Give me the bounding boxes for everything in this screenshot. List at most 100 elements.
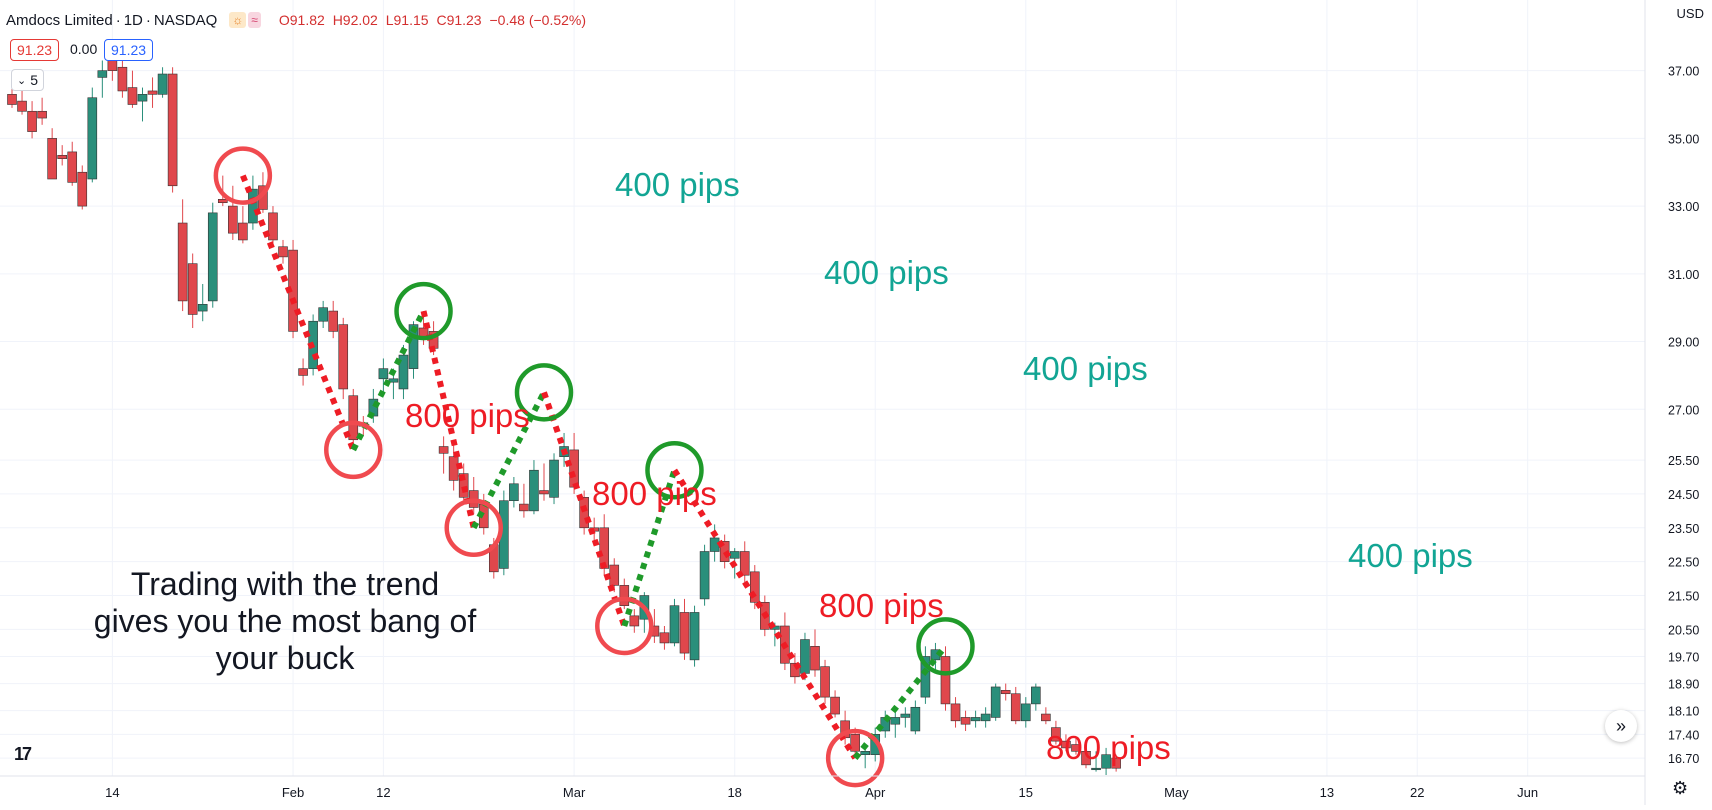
legend-separator-2: · <box>145 11 151 29</box>
y-tick-label: 33.00 <box>1668 200 1699 214</box>
downtrend-line <box>671 468 858 760</box>
pips-label-up-2: 400 pips <box>824 254 949 291</box>
candle-body <box>147 90 158 95</box>
x-tick-label: 14 <box>105 785 119 800</box>
candle-body <box>790 662 800 678</box>
candle-body <box>197 303 208 312</box>
candle-body <box>217 199 228 204</box>
pips-label-up-4: 400 pips <box>1348 537 1473 574</box>
pips-label-up-3: 400 pips <box>1023 350 1148 387</box>
exchange-label: NASDAQ <box>153 11 218 29</box>
pips-label-down-1: 800 pips <box>405 397 530 434</box>
y-tick-label: 21.50 <box>1668 590 1699 604</box>
swing-high-circle <box>916 617 975 676</box>
candle-body <box>629 615 640 627</box>
candle-body <box>167 73 178 187</box>
chart-legend: Amdocs Limited · 1D · NASDAQ ☼ ≈ O91.82 … <box>6 8 590 32</box>
chevron-down-icon: ⌄ <box>16 74 27 87</box>
pips-label-down-3: 800 pips <box>819 587 944 624</box>
candle-body <box>458 473 469 498</box>
tradingview-logo[interactable]: 17 <box>14 744 32 764</box>
gear-icon[interactable]: ⚙ <box>1672 778 1689 798</box>
candle-body <box>47 138 57 180</box>
indicator-count: 5 <box>30 72 38 88</box>
indicators-toggle[interactable]: ⌄ 5 <box>11 69 44 91</box>
candle-body <box>940 656 951 705</box>
candle-body <box>569 449 579 488</box>
y-tick-label: 25.50 <box>1668 454 1699 468</box>
candle-body <box>328 310 339 332</box>
candle-body <box>7 94 17 105</box>
candle-body <box>1051 727 1061 742</box>
candle-body <box>539 490 549 495</box>
downtrend-line <box>240 174 357 452</box>
pips-label-up-1: 400 pips <box>615 166 740 203</box>
candle-body <box>207 212 218 302</box>
currency-label[interactable]: USD <box>1676 6 1704 21</box>
candle-body <box>67 151 78 183</box>
candle-body <box>860 750 870 755</box>
candle-body <box>970 717 981 722</box>
candle-body <box>268 212 278 241</box>
y-tick-label: 27.00 <box>1668 403 1699 417</box>
candle-body <box>27 110 37 132</box>
candle-body <box>388 378 399 383</box>
low-value: L91.15 <box>385 12 429 28</box>
pips-label-down-4: 800 pips <box>1046 729 1171 766</box>
data-delay-icon[interactable]: ≈ <box>248 12 261 28</box>
x-tick-label: 12 <box>376 785 390 800</box>
swing-low-circle <box>213 146 273 205</box>
candle-body <box>659 632 670 644</box>
downtrend-line <box>541 391 628 627</box>
candle-body <box>599 527 610 569</box>
candle-body <box>107 60 118 71</box>
legend-separator: · <box>115 11 121 29</box>
candle-body <box>1061 740 1071 749</box>
caption-line-2: gives you the most bang of <box>93 603 477 639</box>
candle-body <box>117 66 128 92</box>
y-tick-label: 24.50 <box>1668 488 1699 502</box>
high-value: H92.02 <box>332 12 378 28</box>
buy-price-button[interactable]: 91.23 <box>104 39 154 61</box>
candle-body <box>679 612 690 654</box>
candle-body <box>910 706 921 732</box>
candle-body <box>579 497 589 529</box>
y-tick-label: 37.00 <box>1668 65 1699 79</box>
candle-body <box>1000 690 1011 695</box>
scroll-to-realtime-button[interactable]: » <box>1605 710 1637 742</box>
interval-label[interactable]: 1D <box>123 11 143 29</box>
candle-body <box>438 446 449 454</box>
candle-body <box>529 469 539 512</box>
change-value: −0.48 (−0.52%) <box>489 12 587 28</box>
candle-body <box>228 205 238 234</box>
candle-body <box>87 97 98 180</box>
candle-body <box>619 585 630 606</box>
candle-body <box>960 717 971 725</box>
candle-body <box>37 110 47 119</box>
status-badges: ☼ ≈ <box>229 12 261 28</box>
candle-body <box>669 605 680 644</box>
candle-body <box>1010 693 1021 722</box>
close-value: C91.23 <box>436 12 482 28</box>
sell-price-button[interactable]: 91.23 <box>10 39 60 61</box>
market-open-icon[interactable]: ☼ <box>229 12 247 28</box>
x-tick-label: May <box>1164 785 1189 800</box>
symbol-name[interactable]: Amdocs Limited <box>6 11 113 29</box>
candle-body <box>57 154 67 159</box>
candle-body <box>729 551 740 559</box>
caption-line-1: Trading with the trend <box>130 566 440 602</box>
y-tick-label: 35.00 <box>1668 132 1699 146</box>
y-tick-label: 20.50 <box>1668 623 1699 637</box>
candle-body <box>248 188 258 224</box>
candle-body <box>278 246 288 258</box>
candle-body <box>800 639 810 674</box>
x-tick-label: 22 <box>1410 785 1424 800</box>
candle-body <box>318 307 328 322</box>
y-tick-label: 18.10 <box>1668 705 1699 719</box>
x-tick-label: 15 <box>1019 785 1033 800</box>
caption-line-3: your buck <box>215 640 355 676</box>
candle-body <box>1041 713 1051 722</box>
candle-body <box>890 717 901 725</box>
